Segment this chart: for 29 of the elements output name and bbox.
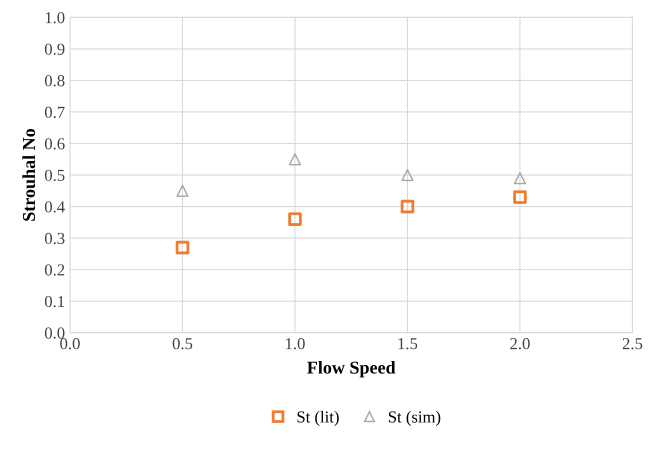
point	[288, 212, 302, 226]
x-tick-label: 0.5	[172, 338, 192, 350]
y-tick-label: 0.2	[44, 264, 64, 276]
y-tick-label: 0.6	[44, 138, 65, 150]
x-tick-label: 2.0	[510, 338, 530, 350]
y-tick-label: 0.7	[44, 106, 65, 118]
y-tick-label: 0.3	[44, 232, 64, 244]
x-tick-label: 1.0	[286, 338, 305, 350]
x-tick-label: 1.5	[398, 338, 418, 350]
x-axis-title: Flow Speed	[307, 361, 396, 378]
point	[400, 200, 414, 214]
point	[288, 153, 302, 166]
y-tick-label: 0.4	[44, 201, 65, 213]
point	[401, 168, 414, 182]
y-tick-label: 0.1	[44, 296, 64, 308]
y-tick-label: 0.5	[44, 170, 64, 182]
point	[176, 184, 189, 197]
y-tick-label: 0.9	[44, 44, 64, 55]
point	[513, 190, 527, 204]
y-tick-label: 0.0	[44, 327, 64, 339]
y-axis-title: Strouhal No	[22, 128, 36, 221]
x-tick-label: 2.5	[622, 338, 642, 350]
y-tick-label: 1.0	[46, 12, 64, 24]
legend-label: St (sim)	[388, 410, 440, 426]
legend-label: St (lit)	[298, 410, 339, 426]
point	[514, 172, 526, 184]
x-tick-label: 0.0	[60, 338, 80, 350]
y-tick-label: 0.8	[44, 75, 64, 86]
point	[176, 240, 190, 254]
